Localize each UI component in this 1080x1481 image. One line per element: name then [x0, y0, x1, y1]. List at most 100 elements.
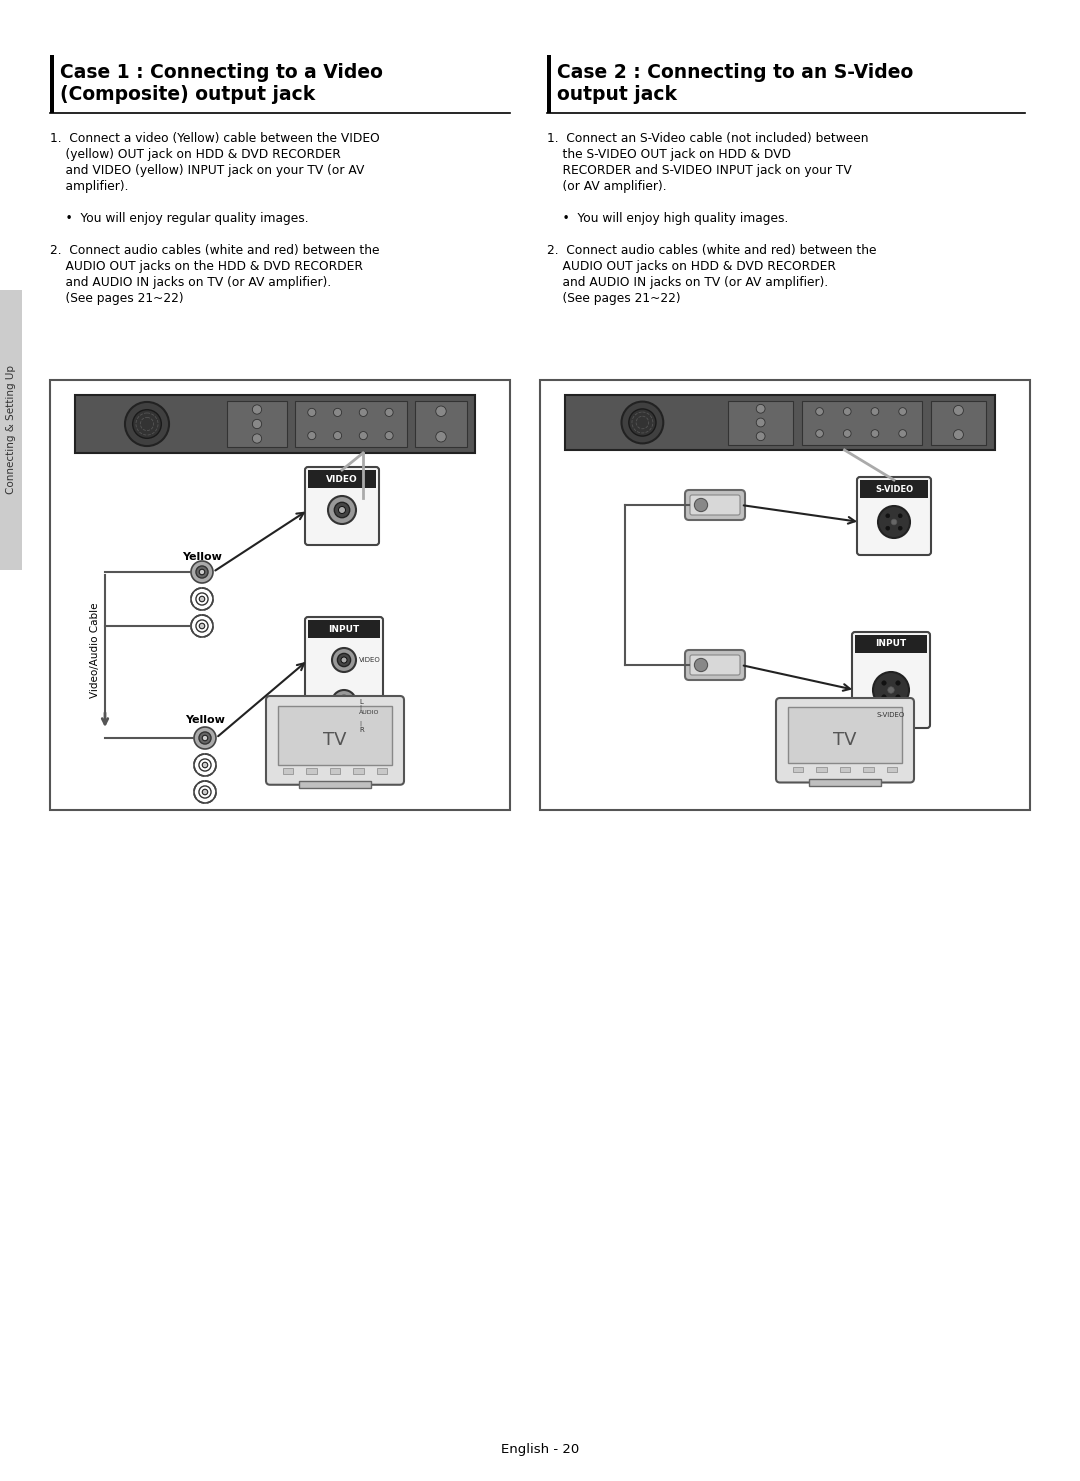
Text: (See pages 21~22): (See pages 21~22) [546, 292, 680, 305]
Circle shape [332, 690, 356, 714]
Bar [728, 400, 793, 444]
Bar [887, 767, 897, 772]
Text: (yellow) OUT jack on HDD & DVD RECORDER: (yellow) OUT jack on HDD & DVD RECORDER [50, 148, 341, 161]
Bar [415, 401, 467, 447]
Text: Yellow: Yellow [185, 715, 225, 726]
Text: Yellow: Yellow [183, 552, 221, 561]
Circle shape [872, 407, 879, 415]
Circle shape [199, 732, 211, 743]
Text: AUDIO: AUDIO [359, 711, 379, 715]
Circle shape [815, 407, 823, 415]
Circle shape [199, 597, 205, 601]
Bar [227, 401, 287, 447]
Circle shape [694, 499, 707, 511]
Bar [299, 780, 370, 788]
Circle shape [878, 507, 910, 538]
Text: S-VIDEO: S-VIDEO [875, 484, 913, 493]
Circle shape [694, 659, 707, 671]
Text: amplifier).: amplifier). [50, 181, 129, 193]
Text: (or AV amplifier).: (or AV amplifier). [546, 181, 666, 193]
Bar [308, 621, 380, 638]
Circle shape [954, 406, 963, 415]
Circle shape [253, 419, 261, 428]
Circle shape [195, 592, 208, 606]
Text: |: | [359, 720, 361, 726]
Circle shape [886, 514, 890, 518]
Bar [793, 767, 804, 772]
Text: and AUDIO IN jacks on TV (or AV amplifier).: and AUDIO IN jacks on TV (or AV amplifie… [546, 275, 828, 289]
Circle shape [954, 429, 963, 440]
Text: •  You will enjoy regular quality images.: • You will enjoy regular quality images. [50, 212, 309, 225]
Circle shape [360, 431, 367, 440]
Circle shape [199, 624, 205, 629]
Text: and VIDEO (yellow) INPUT jack on your TV (or AV: and VIDEO (yellow) INPUT jack on your TV… [50, 164, 364, 178]
Text: Case 2 : Connecting to an S-Video: Case 2 : Connecting to an S-Video [557, 64, 914, 81]
Circle shape [202, 735, 207, 740]
Text: VIDEO: VIDEO [326, 474, 357, 483]
Circle shape [337, 696, 351, 708]
Circle shape [341, 699, 347, 705]
Bar [816, 767, 827, 772]
Text: TV: TV [834, 730, 856, 749]
Circle shape [888, 687, 894, 693]
Bar [50, 55, 54, 113]
Circle shape [335, 502, 350, 518]
Circle shape [253, 434, 261, 443]
Circle shape [882, 681, 887, 686]
Text: VIDEO: VIDEO [359, 658, 381, 663]
Bar [787, 708, 902, 763]
Bar [860, 480, 928, 498]
Circle shape [756, 404, 765, 413]
Text: 1.  Connect a video (Yellow) cable between the VIDEO: 1. Connect a video (Yellow) cable betwee… [50, 132, 380, 145]
Text: INPUT: INPUT [876, 640, 906, 649]
Circle shape [199, 786, 211, 798]
Text: 2.  Connect audio cables (white and red) between the: 2. Connect audio cables (white and red) … [546, 244, 877, 258]
Text: 2.  Connect audio cables (white and red) between the: 2. Connect audio cables (white and red) … [50, 244, 379, 258]
Bar [278, 706, 392, 764]
Text: Connecting & Setting Up: Connecting & Setting Up [6, 366, 16, 495]
FancyBboxPatch shape [685, 650, 745, 680]
Text: (See pages 21~22): (See pages 21~22) [50, 292, 184, 305]
Circle shape [891, 520, 896, 524]
Bar [0, 290, 22, 570]
Circle shape [341, 658, 347, 663]
Text: Video/Audio Cable: Video/Audio Cable [90, 603, 100, 698]
Circle shape [191, 615, 213, 637]
Circle shape [629, 409, 656, 435]
Circle shape [191, 561, 213, 584]
Bar [50, 381, 510, 810]
Text: |: | [359, 705, 361, 711]
Bar [295, 401, 407, 447]
Circle shape [435, 431, 446, 441]
Circle shape [308, 409, 315, 416]
Text: 1.  Connect an S-Video cable (not included) between: 1. Connect an S-Video cable (not include… [546, 132, 868, 145]
Circle shape [899, 526, 902, 530]
Circle shape [872, 429, 879, 437]
Text: AUDIO OUT jacks on the HDD & DVD RECORDER: AUDIO OUT jacks on the HDD & DVD RECORDE… [50, 261, 363, 273]
Circle shape [337, 733, 351, 746]
Bar [308, 469, 376, 489]
Bar [565, 395, 995, 450]
Text: output jack: output jack [557, 84, 677, 104]
Circle shape [194, 754, 216, 776]
Circle shape [202, 789, 207, 795]
Text: and AUDIO IN jacks on TV (or AV amplifier).: and AUDIO IN jacks on TV (or AV amplifie… [50, 275, 332, 289]
Circle shape [341, 738, 347, 743]
Circle shape [195, 566, 208, 578]
Circle shape [756, 432, 765, 441]
Text: (Composite) output jack: (Composite) output jack [60, 84, 315, 104]
Circle shape [334, 409, 341, 416]
Text: S-VIDEO: S-VIDEO [877, 712, 905, 718]
Circle shape [308, 431, 315, 440]
FancyBboxPatch shape [685, 490, 745, 520]
Circle shape [386, 409, 393, 416]
Circle shape [202, 763, 207, 767]
Circle shape [895, 695, 900, 699]
Text: R: R [359, 727, 364, 733]
Circle shape [328, 496, 356, 524]
Circle shape [199, 758, 211, 772]
FancyBboxPatch shape [852, 632, 930, 729]
Circle shape [873, 672, 909, 708]
Circle shape [895, 681, 900, 686]
Circle shape [334, 431, 341, 440]
